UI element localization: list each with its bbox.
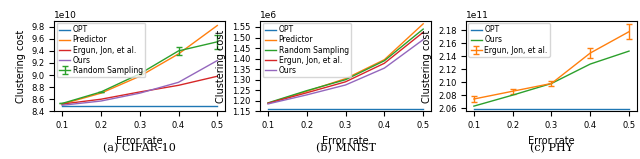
Ours (509, 94, 516, 96)
Random Sampling (264, 102, 272, 104)
X-axis label: Error rate: Error rate (116, 136, 163, 146)
Ours (625, 50, 633, 52)
Ours (586, 63, 594, 65)
Ergun, Jon, et al. (303, 92, 310, 94)
Line: Predictor: Predictor (62, 25, 218, 104)
Ergun, Jon, et al. (136, 91, 143, 93)
OPT (342, 108, 349, 110)
OPT (625, 108, 633, 110)
Text: 1e10: 1e10 (54, 11, 77, 20)
Predictor (136, 75, 143, 77)
Ours (342, 84, 349, 86)
Line: Random Sampling: Random Sampling (268, 29, 423, 103)
Ours (58, 104, 66, 106)
Ours (175, 81, 182, 83)
Random Sampling (342, 79, 349, 81)
OPT (509, 108, 516, 110)
OPT (97, 106, 105, 107)
Ergun, Jon, et al. (97, 98, 105, 100)
Ours (470, 105, 477, 107)
Ours (136, 92, 143, 94)
Ergun, Jon, et al. (342, 81, 349, 83)
Ours (381, 67, 388, 69)
Y-axis label: Clustering cost: Clustering cost (216, 29, 227, 103)
Title: (b) MNIST: (b) MNIST (316, 143, 376, 153)
Ours (548, 83, 556, 84)
OPT (419, 108, 427, 110)
OPT (586, 108, 594, 110)
Ours (419, 39, 427, 41)
Ergun, Jon, et al. (175, 84, 182, 86)
Predictor (58, 103, 66, 105)
X-axis label: Error rate: Error rate (528, 136, 575, 146)
Legend: OPT, Ours, Ergun, Jon, et al.: OPT, Ours, Ergun, Jon, et al. (468, 23, 550, 57)
Ours (97, 100, 105, 102)
OPT (214, 106, 221, 107)
Predictor (381, 59, 388, 61)
X-axis label: Error rate: Error rate (323, 136, 369, 146)
Predictor (342, 78, 349, 80)
Ergun, Jon, et al. (419, 31, 427, 33)
OPT (470, 108, 477, 110)
OPT (58, 106, 66, 107)
Y-axis label: Clustering cost: Clustering cost (422, 29, 433, 103)
OPT (303, 108, 310, 110)
Y-axis label: Clustering cost: Clustering cost (16, 29, 26, 103)
Ours (214, 60, 221, 62)
Legend: OPT, Predictor, Random Sampling, Ergun, Jon, et al., Ours: OPT, Predictor, Random Sampling, Ergun, … (262, 23, 351, 77)
OPT (381, 108, 388, 110)
OPT (548, 108, 556, 110)
Ergun, Jon, et al. (264, 102, 272, 104)
Line: Ours: Ours (268, 40, 423, 104)
Ergun, Jon, et al. (381, 62, 388, 64)
OPT (175, 106, 182, 107)
Predictor (97, 92, 105, 94)
OPT (264, 108, 272, 110)
Predictor (419, 23, 427, 25)
Line: Ergun, Jon, et al.: Ergun, Jon, et al. (268, 32, 423, 103)
Predictor (264, 102, 272, 104)
Predictor (214, 24, 221, 26)
Ours (303, 94, 310, 96)
Text: 1e11: 1e11 (466, 11, 489, 20)
Legend: OPT, Predictor, Ergun, Jon, et al., Ours, Random Sampling: OPT, Predictor, Ergun, Jon, et al., Ours… (57, 23, 145, 77)
Line: Ergun, Jon, et al.: Ergun, Jon, et al. (62, 76, 218, 104)
Line: Predictor: Predictor (268, 24, 423, 103)
Random Sampling (381, 60, 388, 62)
Predictor (303, 90, 310, 92)
Line: Ours: Ours (62, 61, 218, 105)
Ergun, Jon, et al. (214, 75, 221, 77)
Line: Ours: Ours (474, 51, 629, 106)
Title: (c) PHY: (c) PHY (530, 143, 573, 153)
Ours (264, 103, 272, 105)
OPT (136, 106, 143, 107)
Title: (a) CIFAR-10: (a) CIFAR-10 (103, 143, 176, 153)
Random Sampling (419, 28, 427, 30)
Random Sampling (303, 90, 310, 92)
Predictor (175, 53, 182, 55)
Text: 1e6: 1e6 (260, 11, 277, 20)
Ergun, Jon, et al. (58, 103, 66, 105)
